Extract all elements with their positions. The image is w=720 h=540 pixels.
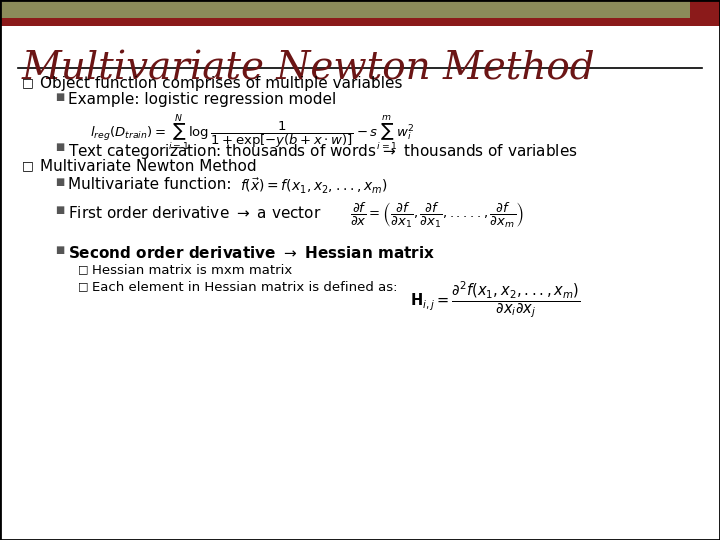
Text: □: □: [22, 76, 34, 89]
Text: Each element in Hessian matrix is defined as:: Each element in Hessian matrix is define…: [92, 281, 397, 294]
Text: □: □: [78, 264, 89, 274]
Text: ■: ■: [55, 92, 64, 102]
Text: First order derivative $\rightarrow$ a vector: First order derivative $\rightarrow$ a v…: [68, 205, 321, 221]
Text: Multivariate Newton Method: Multivariate Newton Method: [22, 50, 595, 87]
Text: $l_{reg}(D_{train}) = \sum_{i=1}^{N} \log \dfrac{1}{1+\exp[-y(b + x \cdot w)]} -: $l_{reg}(D_{train}) = \sum_{i=1}^{N} \lo…: [90, 112, 415, 153]
Text: □: □: [78, 281, 89, 291]
Text: Object function comprises of multiple variables: Object function comprises of multiple va…: [40, 76, 402, 91]
Bar: [0, 18, 720, 26]
Text: ■: ■: [55, 142, 64, 152]
Text: Multivariate function:: Multivariate function:: [68, 177, 232, 192]
Text: Second order derivative $\rightarrow$ Hessian matrix: Second order derivative $\rightarrow$ He…: [68, 245, 435, 261]
Text: Multivariate Newton Method: Multivariate Newton Method: [40, 159, 256, 174]
Text: Text categorization: thousands of words $\rightarrow$ thousands of variables: Text categorization: thousands of words …: [68, 142, 577, 161]
Text: ■: ■: [55, 245, 64, 255]
Bar: [690, 0, 720, 18]
Text: $f(\vec{x}) = f(x_1, x_2, ..., x_m)$: $f(\vec{x}) = f(x_1, x_2, ..., x_m)$: [240, 177, 388, 196]
Text: ■: ■: [55, 177, 64, 187]
Text: Example: logistic regression model: Example: logistic regression model: [68, 92, 336, 107]
Text: □: □: [22, 159, 34, 172]
Text: ■: ■: [55, 205, 64, 215]
Text: Hessian matrix is mxm matrix: Hessian matrix is mxm matrix: [92, 264, 292, 277]
Bar: [0, 0, 690, 18]
Text: $\mathbf{H}_{i,j} = \dfrac{\partial^2 f(x_1, x_2, ..., x_m)}{\partial x_i \parti: $\mathbf{H}_{i,j} = \dfrac{\partial^2 f(…: [410, 279, 580, 320]
Text: $\dfrac{\partial f}{\partial x} = \left( \dfrac{\partial f}{\partial x_1}, \dfra: $\dfrac{\partial f}{\partial x} = \left(…: [350, 201, 524, 230]
